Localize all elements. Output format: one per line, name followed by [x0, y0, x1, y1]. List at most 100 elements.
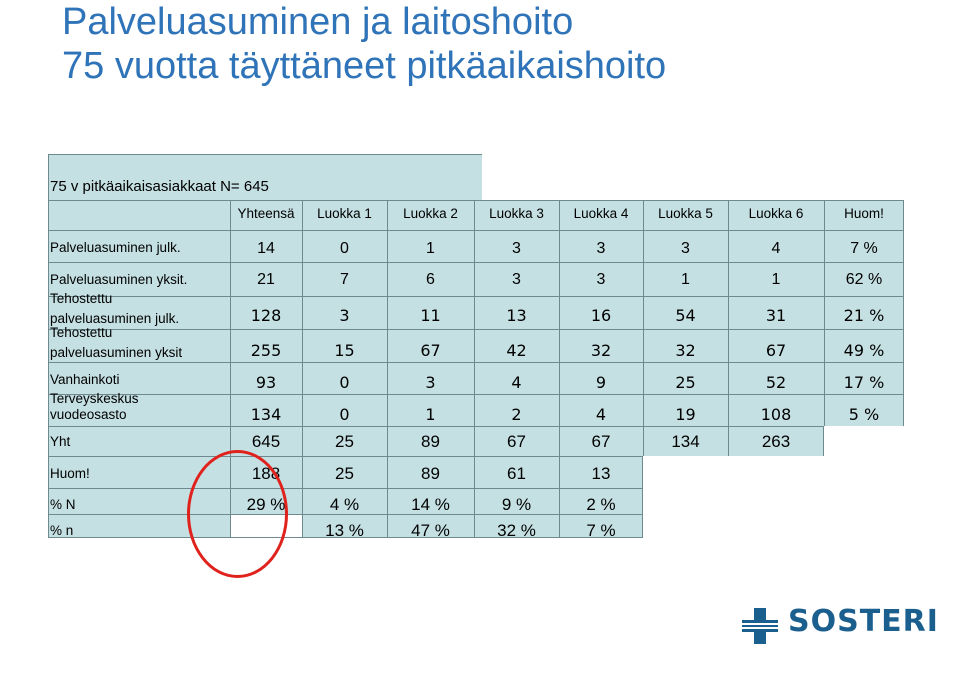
table-cell — [387, 296, 474, 329]
table-value: 7 % — [850, 240, 878, 257]
table-cell — [230, 262, 302, 296]
table-value: 1 — [771, 271, 781, 288]
table-bottom-border — [48, 537, 643, 538]
table-cell — [474, 296, 559, 329]
table-cell — [230, 394, 302, 426]
table-cell — [728, 394, 824, 426]
table-value: 13 — [506, 306, 527, 325]
table-value: 5 % — [848, 405, 880, 424]
highlight-circle — [187, 450, 288, 578]
table-cell — [302, 262, 387, 296]
row-label-cell — [48, 362, 230, 394]
cross-icon — [742, 608, 778, 644]
column-header: Luokka 3 — [489, 206, 544, 221]
column-header: Huom! — [844, 206, 884, 221]
table-value: 3 — [425, 373, 436, 392]
table-value: 61 — [507, 464, 526, 483]
column-header-cell — [559, 200, 643, 230]
table-cell — [474, 230, 559, 262]
row-label-cell — [48, 394, 230, 426]
table-value: 89 — [421, 432, 440, 451]
table-value: 3 — [596, 271, 606, 288]
table-value: 17 % — [843, 373, 885, 392]
table-value: 54 — [675, 306, 696, 325]
column-header-cell — [474, 200, 559, 230]
table-cell — [474, 456, 559, 488]
column-header-cell — [230, 200, 302, 230]
table-cell — [824, 262, 904, 296]
row-label: vuodeosasto — [50, 407, 127, 422]
table-cell — [302, 514, 387, 538]
column-header-cell — [728, 200, 824, 230]
table-cell — [474, 488, 559, 514]
table-value: 645 — [251, 432, 281, 451]
table-value: 32 — [675, 341, 696, 360]
row-label: Vanhainkoti — [50, 372, 120, 387]
table-value: 49 % — [843, 341, 885, 360]
table-value: 134 — [250, 405, 282, 424]
table-value: 4 — [595, 405, 607, 424]
header-label-cell — [48, 200, 230, 230]
table-cell — [559, 262, 643, 296]
row-label: % N — [50, 497, 76, 512]
row-label: palveluasuminen julk. — [50, 311, 180, 326]
table-cell — [824, 329, 904, 362]
row-label: Tehostettu — [50, 325, 113, 340]
table-value: 1 — [426, 240, 435, 257]
table-cell — [302, 426, 387, 456]
table-cell — [302, 230, 387, 262]
table-value: 25 — [335, 464, 354, 483]
table-cell — [824, 296, 904, 329]
row-label: Terveyskeskus — [50, 391, 139, 406]
table-cell — [824, 362, 904, 394]
table-value: 3 — [512, 271, 521, 288]
table-value: 14 — [257, 240, 275, 257]
row-label: Palveluasuminen yksit. — [50, 272, 188, 287]
page-title: Palveluasuminen ja laitoshoito 75 vuotta… — [62, 0, 666, 88]
table-cell — [387, 262, 474, 296]
table-cell — [302, 456, 387, 488]
table-value: 32 — [590, 341, 612, 360]
row-label: Huom! — [50, 466, 90, 481]
table-cell — [824, 230, 904, 262]
row-label: % n — [50, 523, 74, 538]
column-header: Luokka 5 — [658, 206, 713, 221]
row-label: Palveluasuminen julk. — [50, 240, 181, 255]
table-left-border — [48, 154, 49, 538]
table-cell — [643, 329, 728, 362]
table-value: 9 % — [501, 495, 532, 514]
table-cell — [230, 362, 302, 394]
table-value: 25 — [675, 373, 696, 392]
table-value: 108 — [760, 405, 792, 424]
table-cell — [302, 296, 387, 329]
table-cell — [474, 262, 559, 296]
table-cell — [559, 394, 643, 426]
table-value: 13 — [591, 464, 611, 483]
table-cell — [728, 329, 824, 362]
column-header-cell — [302, 200, 387, 230]
column-header: Luokka 1 — [317, 206, 372, 221]
sosteri-logo — [742, 608, 778, 644]
table-value: 67 — [420, 341, 441, 360]
table-cell — [474, 394, 559, 426]
table-value: 16 — [590, 306, 612, 325]
table-value: 3 — [681, 240, 690, 257]
table-cell — [643, 362, 728, 394]
table-value: 3 — [596, 240, 606, 257]
table-cell — [824, 394, 904, 426]
table-value: 4 — [511, 373, 522, 392]
row-label-cell — [48, 230, 230, 262]
row-label: Tehostettu — [50, 291, 113, 306]
table-value: 2 % — [586, 495, 616, 514]
row-label: palveluasuminen yksit — [50, 345, 183, 360]
table-cell — [643, 230, 728, 262]
table-value: 1 — [681, 271, 690, 288]
table-cell — [387, 514, 474, 538]
row-label-cell — [48, 426, 230, 456]
table-cell — [230, 329, 302, 362]
table-value: 128 — [250, 306, 282, 325]
table-value: 21 — [257, 271, 275, 288]
table-value: 9 — [595, 373, 607, 392]
table-cell — [728, 362, 824, 394]
table-value: 67 — [765, 341, 787, 360]
